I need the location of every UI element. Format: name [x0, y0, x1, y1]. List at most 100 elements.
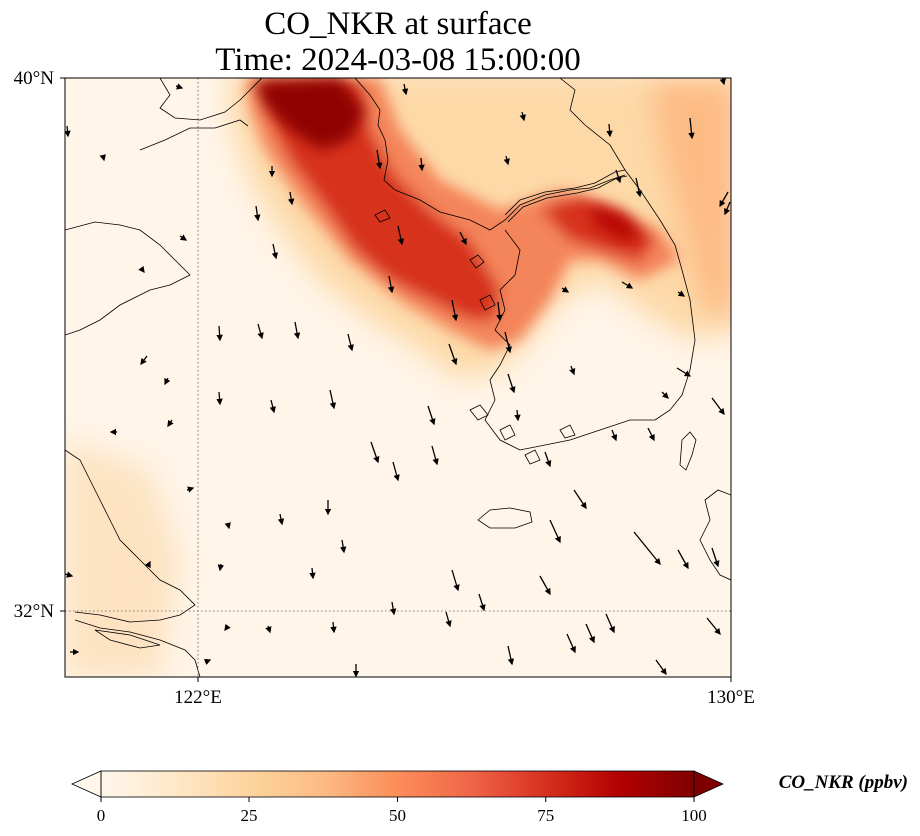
plume-korea-east: [650, 80, 731, 324]
wind-arrow: [573, 489, 587, 510]
wind-arrow: [544, 451, 552, 468]
wind-arrow: [293, 321, 301, 340]
wind-arrow: [711, 397, 725, 416]
wind-arrow: [445, 611, 452, 628]
jeju-island: [477, 507, 533, 529]
wind-arrow: [688, 117, 695, 140]
wind-arrow: [633, 531, 661, 566]
wind-arrow: [451, 299, 459, 322]
bohai-coast-north: [139, 119, 249, 151]
wind-arrow: [451, 569, 460, 592]
wind-arrow: [224, 623, 231, 632]
map-panel: [65, 78, 731, 677]
wind-arrow: [611, 429, 618, 442]
wind-arrow: [585, 623, 595, 644]
lat-tick-label-32: 32°N: [14, 601, 55, 622]
wind-arrow: [621, 281, 634, 289]
plume-korea-max: [590, 205, 645, 240]
wind-arrow: [269, 399, 276, 414]
wind-arrow: [677, 549, 689, 570]
wind-arrow: [566, 633, 576, 654]
wind-arrow: [615, 169, 622, 184]
wind-arrow: [647, 427, 655, 442]
china-east-coast: [65, 449, 196, 623]
wind-arrow: [138, 265, 145, 274]
colorbar-extend-min: [71, 770, 102, 798]
wind-arrow: [387, 275, 395, 294]
yangtze-island: [94, 629, 161, 649]
wind-arrow: [519, 111, 526, 122]
wind-arrow: [661, 391, 669, 399]
yangtze-estuary: [74, 619, 201, 677]
wind-arrow: [448, 343, 458, 366]
wind-arrow: [224, 522, 231, 530]
liaodong-peninsula-coast: [65, 78, 263, 121]
wind-arrow: [186, 486, 195, 493]
wind-arrow: [277, 513, 285, 526]
korea-border-river: [504, 169, 626, 216]
wind-arrow: [144, 560, 151, 569]
colorbar: 0 25 50 75 100 CO_NKR (ppbv): [71, 770, 908, 825]
wind-arrow: [706, 617, 721, 636]
gridlines: [65, 78, 731, 677]
wind-arrow: [724, 201, 731, 216]
colorbar-label: CO_NKR (ppbv): [779, 772, 908, 793]
coastlines: [65, 78, 731, 677]
wind-vectors: [65, 78, 731, 677]
wind-arrow: [287, 191, 295, 206]
wind-arrow: [389, 601, 397, 616]
wind-arrow: [309, 567, 316, 580]
wind-arrow: [459, 231, 467, 246]
wind-arrow: [418, 157, 425, 172]
shandong-coast: [65, 221, 191, 336]
cb-tick-label-0: 0: [97, 806, 106, 825]
liaodong-east-coast: [354, 78, 626, 231]
wind-arrow: [175, 83, 184, 90]
wind-arrow: [164, 377, 171, 386]
wind-arrow: [431, 445, 439, 466]
map-title: CO_NKR at surface: [264, 6, 532, 42]
wind-arrow: [514, 409, 521, 422]
wind-arrow: [606, 123, 613, 138]
concentration-field: [65, 78, 731, 677]
map-subtitle-time: Time: 2024-03-08 15:00:00: [215, 42, 580, 78]
wind-arrow: [496, 301, 503, 322]
wind-arrow: [635, 177, 643, 198]
wind-arrow: [504, 331, 512, 354]
wind-arrow: [655, 659, 667, 676]
wind-arrow: [167, 419, 174, 428]
wind-arrow: [677, 290, 686, 297]
wind-arrow: [561, 286, 570, 293]
wind-arrow: [569, 365, 576, 376]
kyushu-coast: [699, 489, 731, 581]
wind-arrow: [503, 155, 510, 166]
wind-arrow: [370, 441, 380, 464]
wind-arrow: [347, 333, 354, 352]
wind-arrow: [254, 205, 261, 222]
wind-arrow: [65, 125, 71, 138]
colorbar-extend-max: [693, 770, 724, 798]
map-frame: [64, 77, 732, 678]
plume-max-core: [255, 78, 365, 150]
wind-arrow: [140, 355, 148, 366]
wind-arrow: [339, 539, 347, 554]
wind-arrow: [265, 625, 272, 634]
wind-arrow: [719, 191, 729, 208]
lat-tick-label-40: 40°N: [14, 68, 55, 89]
tsushima-island: [679, 431, 697, 471]
wind-arrow: [329, 389, 337, 410]
plume-korea-core: [540, 195, 655, 262]
wind-arrow: [549, 519, 561, 544]
wind-arrow: [719, 78, 726, 86]
cb-tick-label-25: 25: [241, 806, 258, 825]
wind-arrow: [605, 613, 615, 634]
cb-tick-label-50: 50: [389, 806, 406, 825]
wind-arrow: [711, 547, 720, 568]
wind-arrow: [392, 461, 400, 482]
archipelago-korea-sw: [469, 404, 576, 465]
korea-west-coast: [484, 229, 655, 451]
wind-arrow: [99, 154, 106, 162]
wind-arrow: [217, 563, 225, 572]
wind-arrow: [397, 225, 405, 246]
